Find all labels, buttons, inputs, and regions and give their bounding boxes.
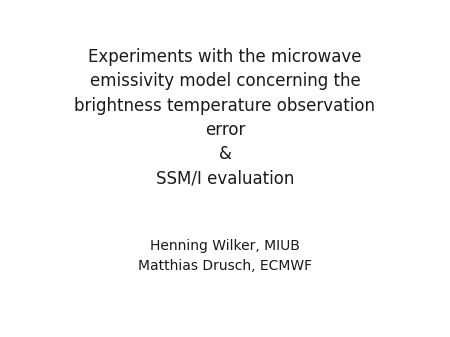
Text: Experiments with the microwave
emissivity model concerning the
brightness temper: Experiments with the microwave emissivit… (75, 48, 375, 188)
Text: Henning Wilker, MIUB
Matthias Drusch, ECMWF: Henning Wilker, MIUB Matthias Drusch, EC… (138, 239, 312, 273)
